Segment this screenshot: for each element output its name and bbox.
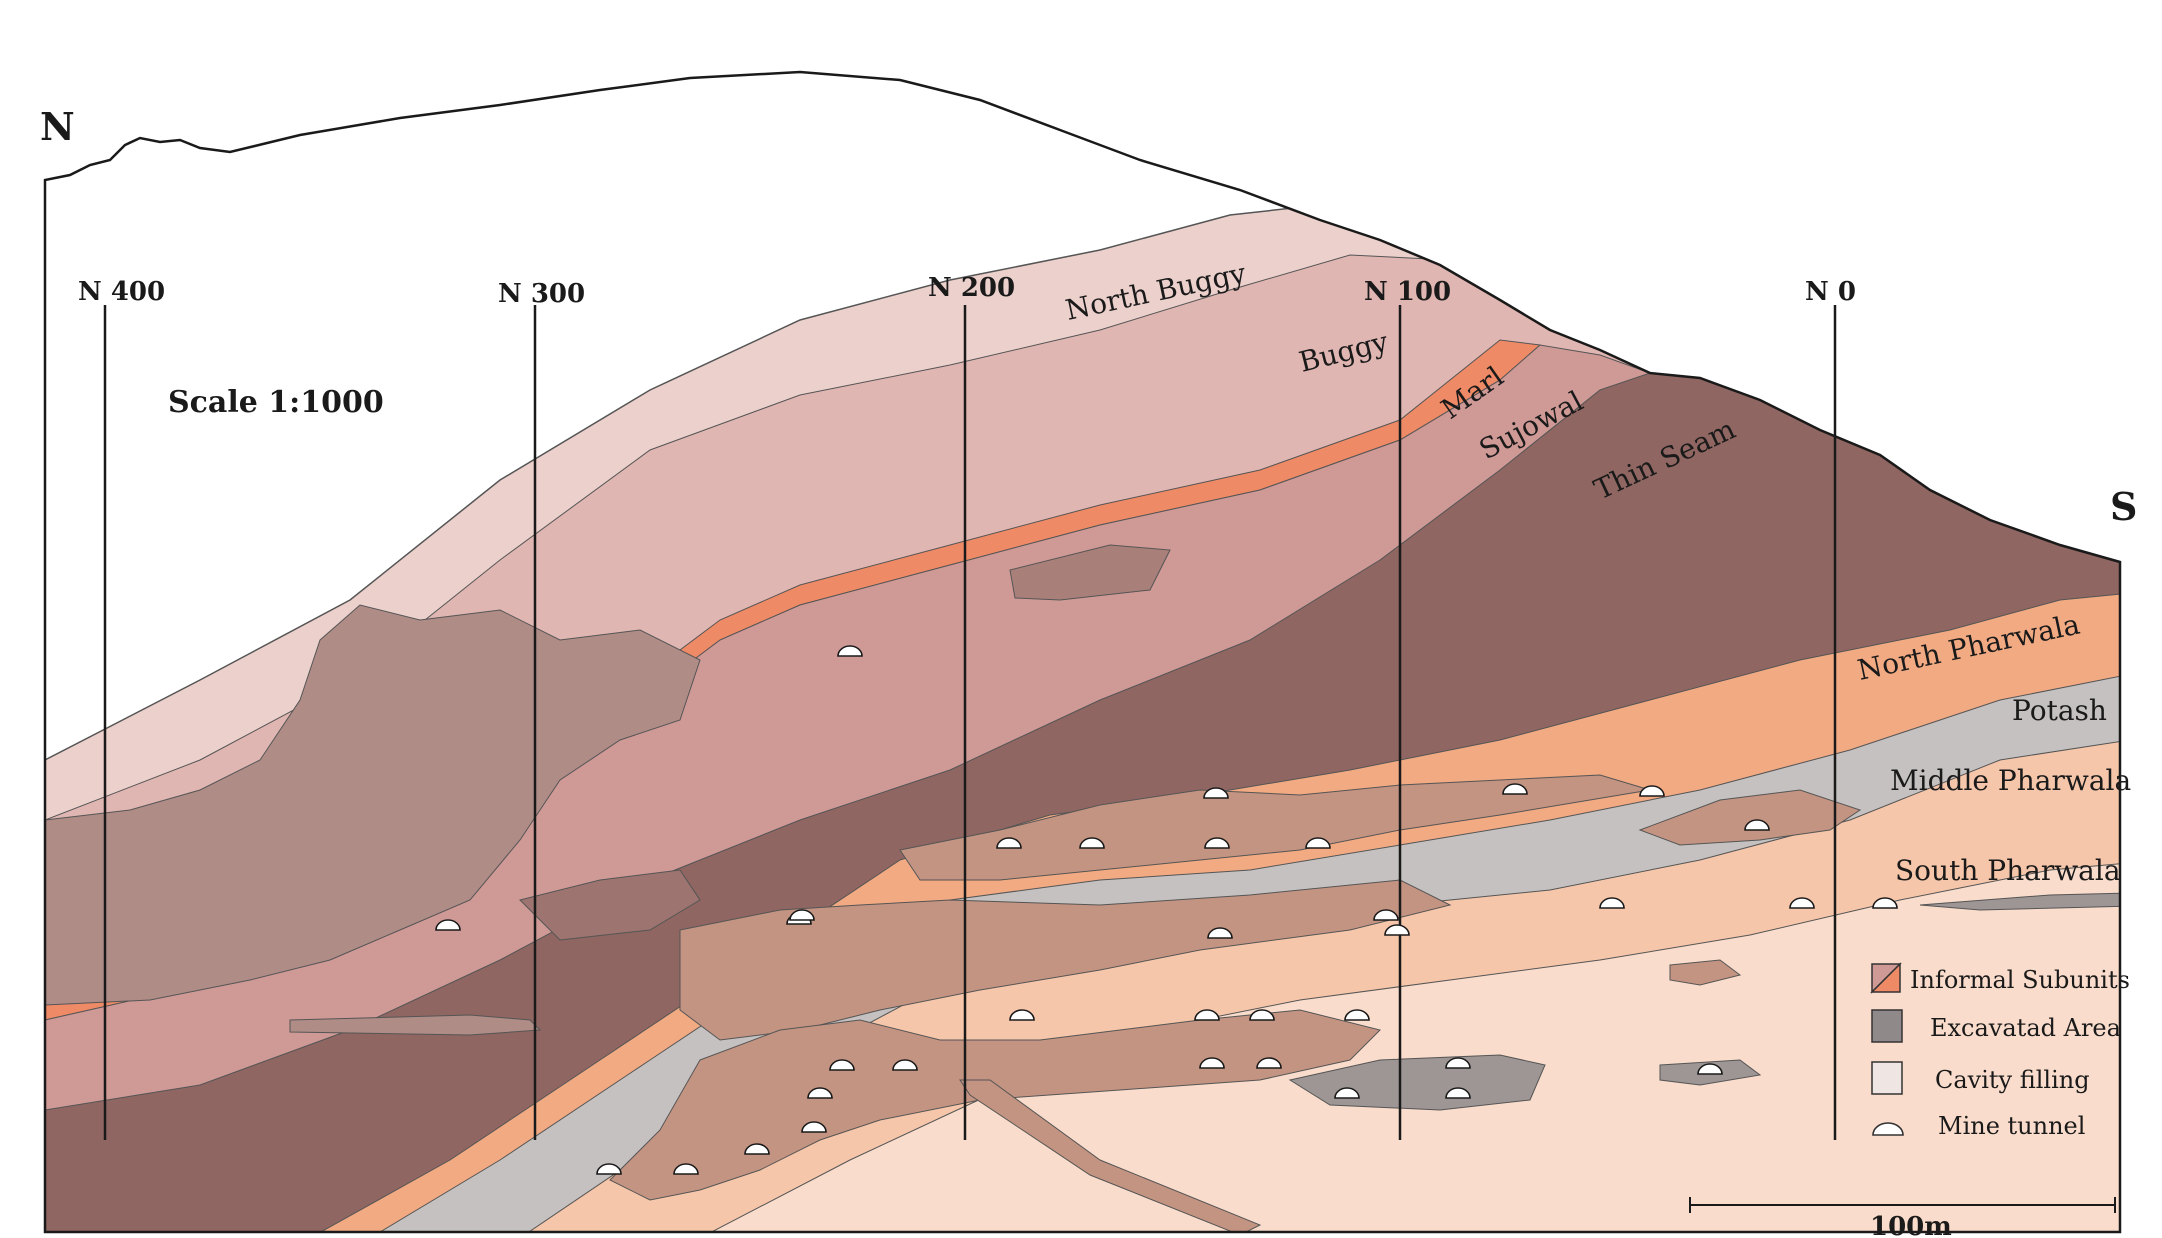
mine-tunnel [1502,783,1528,795]
mine-tunnel [1079,837,1105,849]
mine-tunnel [1872,897,1898,909]
mine-tunnel [837,645,863,657]
layer-label-south-pharwala: South Pharwala [1895,854,2121,887]
mine-tunnels [435,645,1898,1175]
legend-swatch-informal-subunits-b [1870,962,1901,993]
mine-tunnel [1305,837,1331,849]
cavity-filling-diagonal [959,1079,1262,1232]
mine-tunnel [996,837,1022,849]
section-lines [103,305,1837,1140]
mine-tunnel [829,1059,855,1071]
mine-tunnel [435,919,461,931]
cavity-filling-lower [609,1009,1381,1201]
excavated-area-mid [1009,544,1171,601]
mine-tunnel [1445,1057,1471,1069]
mine-tunnel [1789,897,1815,909]
mine-tunnel [801,1121,827,1133]
legend: Informal Subunits Excavatad Area Cavity … [1870,962,2130,1140]
layer-label-middle-pharwala: Middle Pharwala [1890,764,2131,797]
legend-label-cavity-filling: Cavity filling [1935,1066,2090,1094]
section-label-n400: N 400 [78,277,165,307]
mine-tunnel [807,1087,833,1099]
section-label-n100: N 100 [1364,277,1451,307]
scale-ratio: Scale 1:1000 [168,385,384,420]
legend-label-excavated-area: Excavatad Area [1930,1014,2121,1042]
excavated-area-lens [519,869,701,941]
section-label-n200: N 200 [928,273,1015,303]
mine-tunnel [1009,1009,1035,1021]
legend-label-informal-subunits: Informal Subunits [1910,966,2130,994]
mine-tunnel [1256,1057,1282,1069]
mine-tunnel [1744,819,1770,831]
legend-swatch-mine-tunnel [1872,1122,1904,1136]
south-label: S [2110,484,2137,529]
legend-swatch-cavity-filling [1871,1061,1903,1095]
mine-tunnel [1373,909,1399,921]
mine-tunnel [892,1059,918,1071]
legend-swatch-excavated-area [1871,1009,1903,1043]
excavated-area-grey-3 [1919,892,2120,911]
mine-tunnel [1445,1087,1471,1099]
mine-tunnel [1249,1009,1275,1021]
scale-bar-label: 100m [1870,1212,1952,1238]
section-label-n300: N 300 [498,279,585,309]
mine-tunnel [1203,787,1229,799]
mine-tunnel [596,1163,622,1175]
legend-label-mine-tunnel: Mine tunnel [1938,1112,2085,1140]
mine-tunnel [1384,924,1410,936]
section-label-n0: N 0 [1805,277,1856,307]
mine-tunnel [1204,837,1230,849]
mine-tunnel [1334,1087,1360,1099]
mine-tunnel [1639,785,1665,797]
mine-tunnel [1194,1009,1220,1021]
cavity-filling-east-2 [1669,959,1742,986]
layer-label-potash: Potash [2012,694,2107,727]
mine-tunnel [744,1143,770,1155]
mine-tunnel [1697,1063,1723,1075]
mine-tunnel [1199,1057,1225,1069]
mine-tunnel [1599,897,1625,909]
mine-tunnel [789,909,815,921]
scale-bar [1689,1197,2116,1213]
excavated-corridor [289,1014,542,1036]
mine-tunnel [1344,1009,1370,1021]
mine-tunnel [1207,927,1233,939]
cavity-filling-east [1638,789,1862,846]
section-outline [43,70,2122,1234]
mine-tunnel [673,1163,699,1175]
north-label: N [40,104,75,149]
